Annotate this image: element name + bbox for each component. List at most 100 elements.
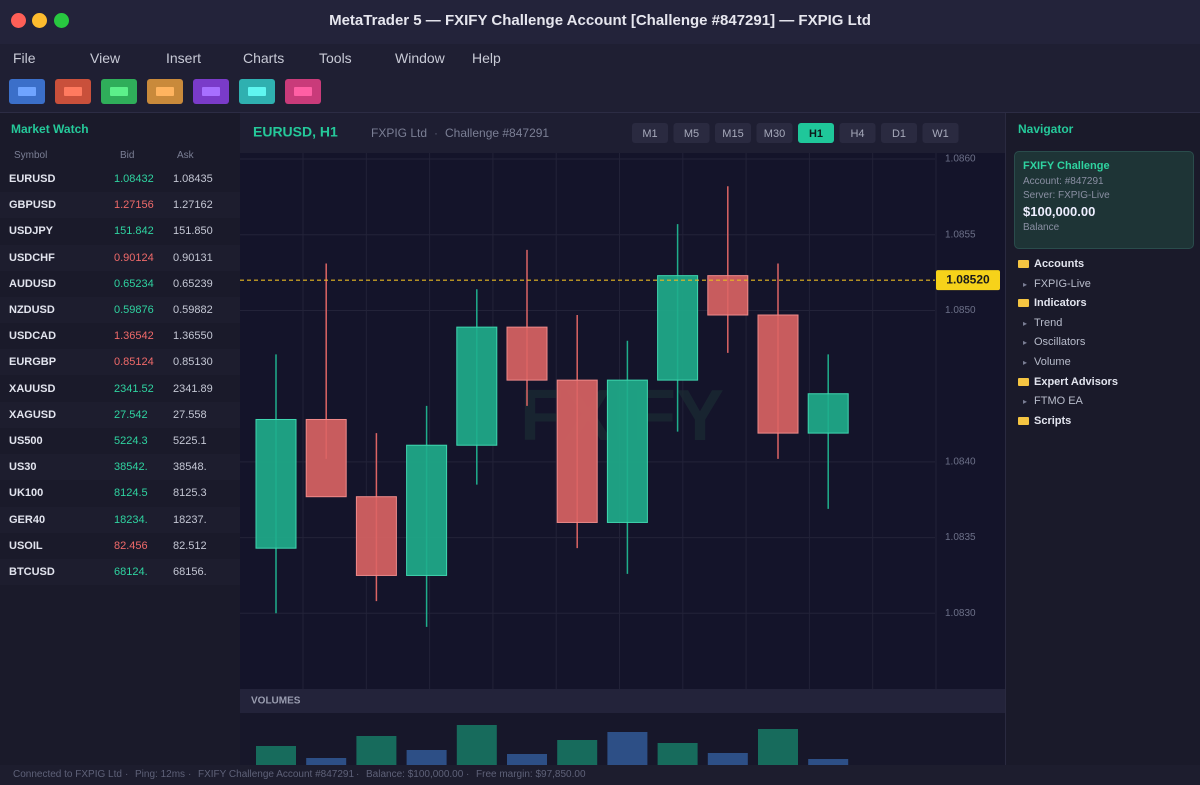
timeframe-button[interactable]	[798, 123, 834, 143]
folder-icon	[1018, 416, 1029, 425]
y-tick-label: 1.0830	[945, 608, 976, 619]
volume-bar	[557, 740, 598, 765]
market-row[interactable]: GBPUSD 1.27156 1.27162	[0, 192, 240, 219]
bid: 0.65234	[114, 277, 154, 290]
y-tick-label: 1.0860	[945, 154, 976, 165]
timeframe-button[interactable]	[673, 123, 710, 143]
tool-button[interactable]	[147, 79, 183, 104]
symbol: GER40	[9, 513, 46, 526]
tool-button[interactable]	[55, 79, 91, 104]
tree-item[interactable]: Oscillators	[1034, 336, 1086, 349]
menu-item[interactable]: Window	[395, 50, 445, 66]
menu-item[interactable]: View	[90, 50, 121, 66]
tree-folder[interactable]: Expert Advisors	[1034, 375, 1118, 388]
card-server: Server: FXPIG-Live	[1023, 190, 1110, 201]
tree-folder[interactable]: Accounts	[1034, 258, 1085, 270]
timeframe-label[interactable]: M1	[642, 128, 657, 140]
chart-broker: FXPIG Ltd	[371, 126, 427, 140]
tree-folder[interactable]: Scripts	[1034, 414, 1072, 427]
timeframe-button[interactable]	[756, 123, 793, 143]
timeframe-button[interactable]	[715, 123, 751, 143]
timeframe-label[interactable]: M15	[722, 128, 743, 140]
market-row[interactable]: GER40 18234. 18237.	[0, 506, 240, 533]
tool-button[interactable]	[285, 79, 321, 104]
ask: 27.558	[173, 408, 207, 421]
market-row[interactable]: USDCAD 1.36542 1.36550	[0, 323, 240, 349]
candle-body	[707, 275, 749, 316]
timeframe-button[interactable]	[881, 123, 917, 143]
volume-bar	[657, 743, 698, 765]
candle-body	[657, 275, 699, 381]
current-price-label: 1.08520	[946, 272, 990, 286]
symbol: US500	[9, 435, 43, 447]
ask: 5225.1	[173, 435, 207, 447]
timeframe-button[interactable]	[632, 123, 668, 143]
volume-bar	[507, 754, 547, 765]
market-watch: Market Watch Symbol Bid Ask EURUSD 1.08432 1.…	[0, 113, 241, 765]
menu-item[interactable]: File	[13, 50, 36, 66]
ask: 1.08435	[173, 173, 213, 185]
market-row[interactable]: EURUSD 1.08432 1.08435	[0, 166, 240, 192]
timeframe-label[interactable]: H1	[809, 128, 823, 140]
y-tick-label: 1.0840	[945, 457, 976, 468]
tool-button[interactable]	[9, 79, 45, 104]
timeframe-button[interactable]	[922, 123, 959, 143]
ask: 1.27162	[173, 199, 213, 212]
candle-body	[757, 314, 799, 434]
menu-item[interactable]: Insert	[166, 50, 202, 66]
symbol: EURGBP	[9, 356, 57, 369]
market-row[interactable]: USDCHF 0.90124 0.90131	[0, 244, 240, 271]
timeframe-label[interactable]: M30	[764, 128, 785, 140]
timeframe-button[interactable]	[839, 123, 876, 143]
symbol: NZDUSD	[9, 304, 55, 316]
card-balance-label: Balance	[1023, 222, 1060, 233]
ask: 8125.3	[173, 487, 207, 500]
tree-bullet: ▸	[1023, 397, 1028, 407]
timeframe-label[interactable]: D1	[892, 128, 906, 140]
market-row[interactable]: NZDUSD 0.59876 0.59882	[0, 297, 240, 323]
market-row[interactable]: USDJPY 151.842 151.850	[0, 218, 240, 244]
menu-item[interactable]: Charts	[243, 50, 285, 66]
market-row[interactable]: XAGUSD 27.542 27.558	[0, 401, 240, 428]
tree-item[interactable]: Volume	[1034, 356, 1071, 368]
volume-bar	[758, 729, 798, 765]
close-button[interactable]	[11, 13, 26, 28]
status-separator: ·	[466, 769, 470, 780]
menu-item[interactable]: Tools	[319, 50, 352, 66]
tool-button[interactable]	[101, 79, 137, 104]
tool-button[interactable]	[239, 79, 275, 104]
card-name: FXIFY Challenge	[1023, 160, 1110, 172]
account-card[interactable]: FXIFY Challenge Account: #847291 Server:…	[1014, 151, 1194, 249]
market-row[interactable]: US500 5224.3 5225.1	[0, 428, 240, 454]
market-row[interactable]: UK100 8124.5 8125.3	[0, 480, 240, 506]
timeframe-label[interactable]: M5	[684, 128, 699, 140]
tree-bullet: ▸	[1023, 318, 1028, 328]
tree-folder[interactable]: Indicators	[1034, 297, 1087, 310]
tree-item[interactable]: FXPIG-Live	[1034, 277, 1091, 290]
tree-bullet: ▸	[1023, 279, 1028, 289]
timeframe-label[interactable]: W1	[932, 128, 949, 140]
market-row[interactable]: US30 38542. 38548.	[0, 454, 240, 481]
market-row[interactable]: BTCUSD 68124. 68156.	[0, 559, 240, 585]
market-row[interactable]: AUDUSD 0.65234 0.65239	[0, 271, 240, 297]
tree-bullet: ▸	[1023, 358, 1028, 367]
status-item: Balance: $100,000.00	[366, 769, 464, 780]
market-row[interactable]: USOIL 82.456 82.512	[0, 533, 240, 559]
symbol: XAUUSD	[9, 382, 56, 395]
tool-button[interactable]	[193, 79, 229, 104]
minimize-button[interactable]	[32, 13, 47, 28]
bid: 8124.5	[114, 487, 148, 500]
ask: 68156.	[173, 566, 207, 578]
menu-item[interactable]: Help	[472, 50, 501, 66]
zoom-button[interactable]	[54, 13, 69, 28]
symbol: USDCHF	[9, 251, 55, 264]
timeframe-label[interactable]: H4	[850, 128, 864, 140]
market-row[interactable]: XAUUSD 2341.52 2341.89	[0, 376, 240, 402]
market-row[interactable]: EURGBP 0.85124 0.85130	[0, 349, 240, 376]
tree-item[interactable]: FTMO EA	[1034, 395, 1083, 408]
toolbar	[0, 72, 1200, 113]
symbol: USDJPY	[9, 225, 54, 238]
tree-item[interactable]: Trend	[1034, 316, 1063, 329]
candle-body	[807, 393, 849, 434]
folder-icon	[1018, 260, 1029, 268]
